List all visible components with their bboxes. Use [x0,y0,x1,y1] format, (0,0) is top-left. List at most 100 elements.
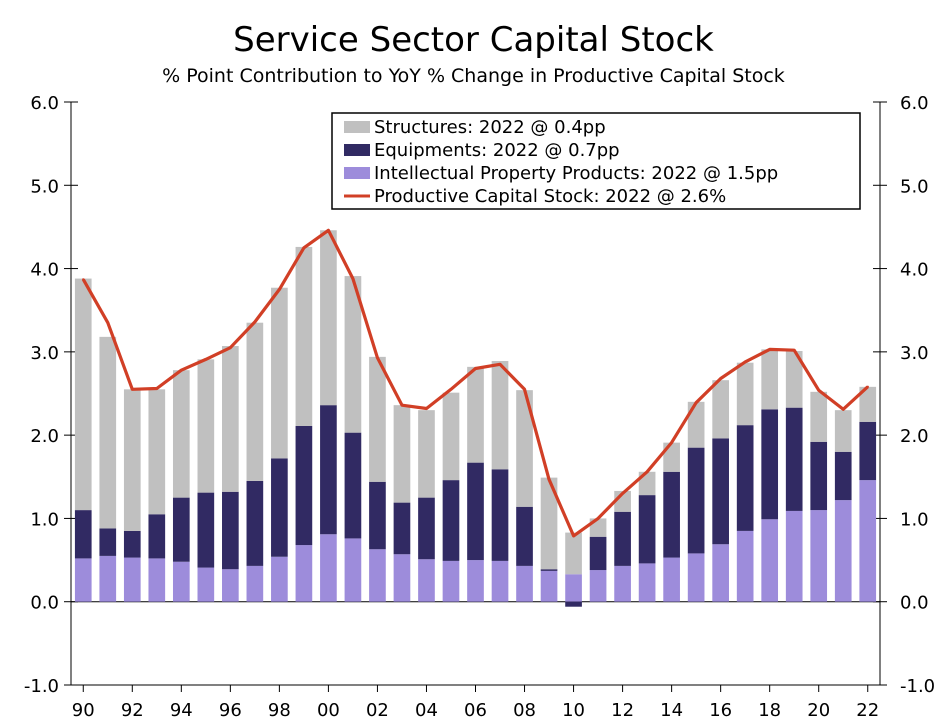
capital-stock-point [327,229,330,232]
bar-ipp [197,567,215,602]
bar-equipments [418,497,435,560]
bar-equipments [589,536,607,571]
x-tick-label: 98 [268,700,291,721]
y-tick-label-left: 5.0 [30,176,59,197]
bar-structures [148,389,166,515]
bar-structures [197,359,215,493]
bar-equipments [565,601,582,607]
capital-stock-point [866,385,869,389]
bar-structures [736,362,754,426]
bar-ipp [246,565,264,602]
bar-equipments [785,407,803,511]
bars [74,230,877,607]
bar-equipments [810,441,828,511]
bar-equipments [197,492,215,568]
bar-structures [271,287,288,459]
bar-ipp [687,553,705,602]
x-tick-label: 16 [709,700,732,721]
bar-structures [785,351,803,408]
capital-stock-point [474,367,477,370]
bar-equipments [834,451,852,501]
capital-stock-point [817,388,820,392]
x-tick-label: 96 [219,700,242,721]
bar-equipments [859,421,877,481]
x-tick-label: 02 [366,700,389,721]
legend-box [331,112,861,210]
bar-ipp [638,563,656,602]
bar-ipp [369,549,386,602]
capital-stock-point [425,407,428,410]
x-tick-label: 14 [660,700,683,721]
bar-equipments [320,405,337,535]
bar-structures [246,322,264,481]
x-tick-label: 20 [807,700,830,721]
bar-structures [540,477,558,570]
bar-equipments [295,425,313,546]
bar-structures [123,389,141,531]
bar-equipments [148,514,166,559]
bar-ipp [99,555,117,602]
bar-equipments [172,497,190,562]
capital-stock-point [719,377,722,380]
x-tick-label: 00 [317,700,340,721]
y-tick-label-left: 2.0 [30,426,59,447]
bar-ipp [222,569,239,602]
bar-ipp [589,570,607,602]
bar-structures [442,392,460,481]
bar-structures [834,410,852,452]
bar-equipments [712,438,729,545]
bar-structures [761,349,779,410]
bar-ipp [442,560,460,602]
capital-stock-point [572,534,575,538]
capital-stock-point [768,348,771,351]
bar-structures [712,380,729,439]
capital-stock-point [523,388,526,391]
bar-structures [320,230,337,406]
bar-structures [516,390,533,507]
bar-equipments [344,432,362,539]
bar-equipments [442,480,460,561]
bar-equipments [369,481,386,550]
capital-stock-point [596,517,600,520]
bar-equipments [467,462,484,561]
y-tick-label-right: 2.0 [900,426,929,447]
legend-swatch-equipments [344,144,370,156]
bar-ipp [74,558,92,602]
x-tick-label: 08 [513,700,536,721]
bar-structures [663,442,680,472]
capital-stock-point [106,321,109,324]
bar-ipp [516,565,533,602]
bar-equipments [761,409,779,520]
bar-ipp [736,530,754,602]
bar-ipp [859,480,877,602]
bar-ipp [320,534,337,602]
bar-ipp [810,510,828,602]
bar-equipments [246,480,264,566]
capital-stock-point [743,360,747,364]
bar-ipp [614,565,631,602]
bar-structures [172,370,190,498]
capital-stock-point [204,358,208,361]
y-tick-label-left: -1.0 [24,676,59,697]
bar-ipp [123,557,141,602]
bar-equipments [638,495,656,564]
y-tick-label-right: -1.0 [900,676,935,697]
y-tick-label-right: 4.0 [900,260,929,281]
bar-structures [565,532,582,575]
capital-stock-point [131,388,134,391]
y-tick-label-right: 3.0 [900,343,929,364]
bar-equipments [663,471,680,558]
bar-equipments [491,469,509,561]
bar-equipments [222,491,239,570]
capital-stock-point [229,346,232,349]
legend-swatch-structures [344,121,370,133]
axes: -1.0 -1.0 0.0 0.0 1.0 1.0 2.0 2.0 3.0 3.0 4.0 4.0 5.… [24,93,935,721]
bar-ipp [834,500,852,602]
chart-subtitle: % Point Contribution to YoY % Change in … [162,65,785,87]
bar-equipments [393,502,411,555]
bar-ipp [761,519,779,602]
y-tick-label-left: 3.0 [30,343,59,364]
bar-structures [418,410,435,498]
bar-ipp [418,559,435,602]
